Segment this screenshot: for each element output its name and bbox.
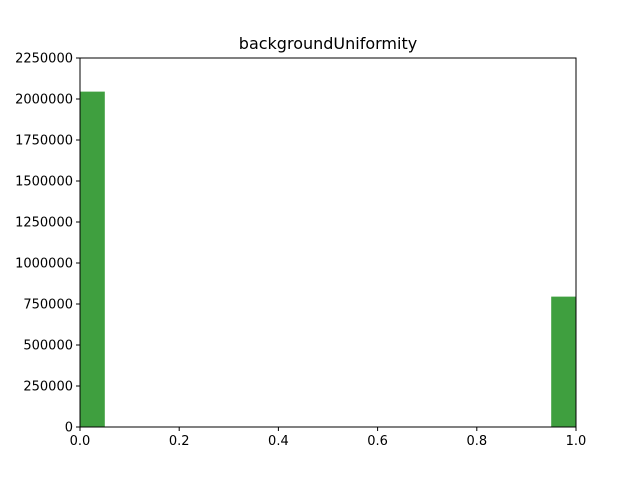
y-tick-label-4: 1000000 — [15, 257, 73, 272]
y-tick-label-1: 250000 — [23, 380, 73, 395]
y-tick-label-7: 1750000 — [15, 134, 73, 149]
y-tick-label-0: 0 — [65, 421, 73, 436]
chart-title: backgroundUniformity — [239, 34, 417, 53]
bars-layer — [80, 91, 576, 428]
y-tick-label-6: 1500000 — [15, 175, 73, 190]
ticks-layer: 0.0 0.2 0.4 0.6 0.8 1.0 0 250000 500000 750000 100… — [15, 52, 586, 450]
x-tick-label-4: 0.8 — [466, 434, 487, 449]
y-tick-label-2: 500000 — [23, 339, 73, 354]
y-tick-label-9: 2250000 — [15, 52, 73, 67]
x-tick-label-3: 0.6 — [367, 434, 388, 449]
x-tick-label-5: 1.0 — [566, 434, 587, 449]
histogram-bar-1 — [551, 296, 576, 427]
y-tick-label-8: 2000000 — [15, 93, 73, 108]
x-tick-label-2: 0.4 — [268, 434, 289, 449]
y-tick-label-3: 750000 — [23, 298, 73, 313]
y-tick-label-5: 1250000 — [15, 216, 73, 231]
x-tick-label-0: 0.0 — [70, 434, 91, 449]
histogram-bar-0 — [80, 91, 105, 428]
plot-frame — [79, 57, 577, 428]
x-tick-label-1: 0.2 — [169, 434, 190, 449]
